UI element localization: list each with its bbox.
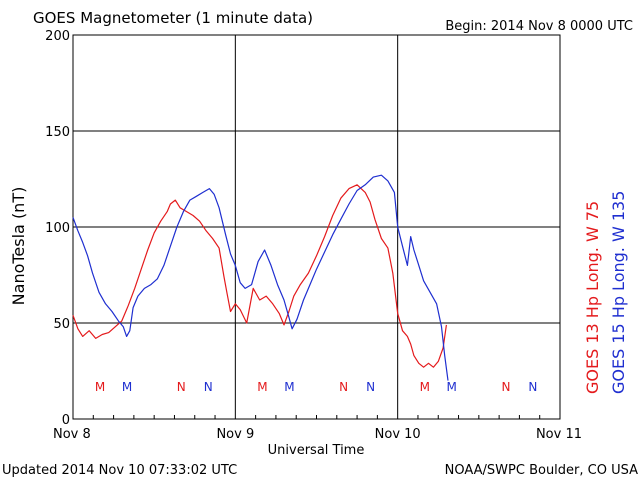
y-tick-label: 200 [45,29,70,44]
series-line-1 [72,174,449,381]
noon-midnight-marker: M [284,380,294,394]
noon-midnight-marker: M [420,380,430,394]
x-tick-label: Nov 8 [53,427,91,442]
y-tick-label: 100 [45,221,70,236]
x-axis-label: Universal Time [268,443,365,458]
series-markers: M N M N M NM N M N M N [95,380,537,394]
begin-label: Begin: 2014 Nov 8 0000 UTC [445,19,633,34]
noon-midnight-marker: M [447,380,457,394]
noon-midnight-marker: N [528,380,537,394]
series-line-0 [72,184,447,368]
source-label: NOAA/SWPC Boulder, CO USA [445,463,638,478]
noon-midnight-marker: N [339,380,348,394]
y-axis-ticks: 0 50 100 150 200 [45,29,70,428]
noon-midnight-marker: M [257,380,267,394]
noon-midnight-marker: N [501,380,510,394]
updated-label: Updated 2014 Nov 10 07:33:02 UTC [2,463,237,478]
x-axis-ticks: Nov 8 Nov 9 Nov 10 Nov 11 [53,415,582,442]
y-axis-label: NanoTesla (nT) [9,187,28,306]
y-tick-label: 0 [62,413,70,428]
noon-midnight-marker: M [95,380,105,394]
y-tick-label: 50 [53,317,70,332]
y-tick-label: 150 [45,125,70,140]
noon-midnight-marker: N [177,380,186,394]
x-tick-label: Nov 9 [216,427,254,442]
series-lines [72,174,449,381]
legend-goes15: GOES 15 Hp Long. W 135 [609,191,628,394]
chart-title: GOES Magnetometer (1 minute data) [33,9,313,27]
noon-midnight-marker: M [122,380,132,394]
noon-midnight-marker: N [204,380,213,394]
x-tick-label: Nov 10 [375,427,421,442]
x-tick-label: Nov 11 [536,427,582,442]
noon-midnight-marker: N [366,380,375,394]
legend-goes13: GOES 13 Hp Long. W 75 [583,201,602,394]
